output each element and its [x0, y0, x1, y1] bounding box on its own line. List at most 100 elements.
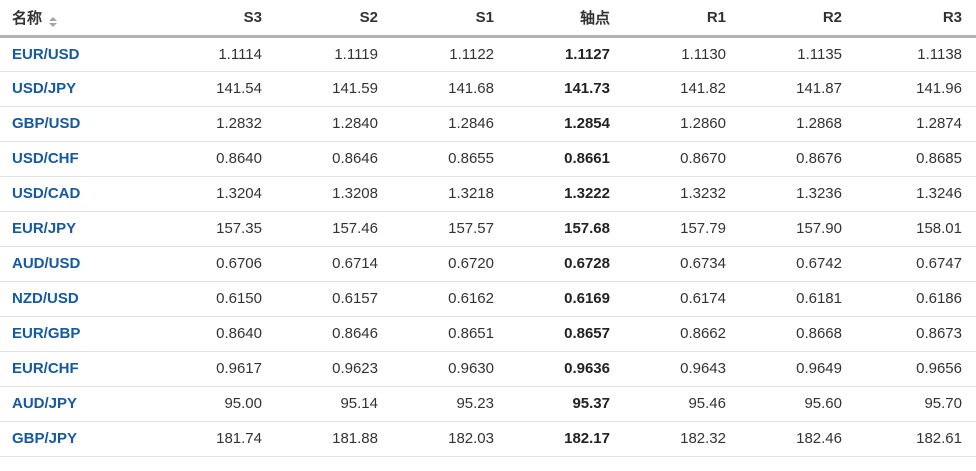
- r3-value-cell: 95.70: [856, 386, 976, 422]
- r3-value-cell: 0.6186: [856, 281, 976, 317]
- pair-link[interactable]: AUD/USD: [12, 255, 81, 272]
- pair-name-cell: USD/CHF: [0, 141, 160, 177]
- s2-value-cell: 1.1119: [276, 36, 392, 72]
- s3-value-cell: 1.1114: [160, 36, 276, 72]
- r1-value-cell: 0.9643: [624, 351, 740, 387]
- pair-name-cell: AUD/USD: [0, 246, 160, 282]
- s1-value-cell: 157.57: [392, 211, 508, 247]
- r3-value-cell: 1.1138: [856, 36, 976, 72]
- pivot-value-cell: 0.8661: [508, 141, 624, 177]
- table-row: NZD/USD 0.6150 0.6157 0.6162 0.6169 0.6174 0.6…: [0, 281, 976, 317]
- pair-name-cell: USD/JPY: [0, 71, 160, 107]
- pair-link[interactable]: EUR/CHF: [12, 360, 79, 377]
- r3-value-cell: 0.9656: [856, 351, 976, 387]
- s3-value-cell: 0.8640: [160, 316, 276, 352]
- s1-value-cell: 182.03: [392, 421, 508, 457]
- table-row: AUD/JPY 95.00 95.14 95.23 95.37 95.46 95.60 95.…: [0, 386, 976, 422]
- s1-value-cell: 0.6162: [392, 281, 508, 317]
- pair-link[interactable]: USD/JPY: [12, 80, 77, 97]
- r1-value-cell: 0.8662: [624, 316, 740, 352]
- pair-link[interactable]: EUR/JPY: [12, 220, 77, 237]
- r2-value-cell: 95.60: [740, 386, 856, 422]
- r3-value-cell: 0.8685: [856, 141, 976, 177]
- r1-value-cell: 95.46: [624, 386, 740, 422]
- pivot-value-cell: 1.1127: [508, 36, 624, 72]
- table-row: GBP/USD 1.2832 1.2840 1.2846 1.2854 1.2860 1.2…: [0, 106, 976, 142]
- sort-down-icon: [49, 22, 58, 27]
- s2-value-cell: 0.6157: [276, 281, 392, 317]
- sort-icon: [49, 16, 58, 27]
- r2-value-cell: 0.8676: [740, 141, 856, 177]
- r3-value-cell: 1.2874: [856, 106, 976, 142]
- s3-value-cell: 0.8640: [160, 141, 276, 177]
- pivot-value-cell: 95.37: [508, 386, 624, 422]
- pivot-value-cell: 182.17: [508, 421, 624, 457]
- r2-value-cell: 1.2868: [740, 106, 856, 142]
- r1-value-cell: 0.8670: [624, 141, 740, 177]
- pair-name-cell: GBP/JPY: [0, 421, 160, 457]
- pair-link[interactable]: USD/CAD: [12, 185, 81, 202]
- r1-value-cell: 182.32: [624, 421, 740, 457]
- r3-value-cell: 0.6747: [856, 246, 976, 282]
- r3-value-cell: 141.96: [856, 71, 976, 107]
- s3-value-cell: 1.3204: [160, 176, 276, 212]
- pair-name-cell: NZD/USD: [0, 281, 160, 317]
- pivot-value-cell: 0.6728: [508, 246, 624, 282]
- pair-link[interactable]: GBP/JPY: [12, 430, 78, 447]
- column-header-name[interactable]: 名称: [0, 0, 160, 38]
- table-row: EUR/USD 1.1114 1.1119 1.1122 1.1127 1.1130 1.1…: [0, 36, 976, 72]
- table-row: EUR/GBP 0.8640 0.8646 0.8651 0.8657 0.8662 0.8…: [0, 316, 976, 352]
- pair-link[interactable]: GBP/USD: [12, 115, 81, 132]
- table-row: AUD/USD 0.6706 0.6714 0.6720 0.6728 0.6734 0.6…: [0, 246, 976, 282]
- column-header-name-label: 名称: [12, 9, 43, 27]
- pair-link[interactable]: NZD/USD: [12, 290, 79, 307]
- r1-value-cell: 1.2860: [624, 106, 740, 142]
- r1-value-cell: 157.79: [624, 211, 740, 247]
- column-header-s1: S1: [392, 0, 508, 38]
- pivot-points-table: 名称 S3 S2 S1 轴点 R1 R2 R3 EUR/USD 1.1114 1.1119 1.1…: [0, 0, 976, 457]
- s2-value-cell: 141.59: [276, 71, 392, 107]
- sort-up-icon: [49, 16, 58, 21]
- pivot-value-cell: 1.3222: [508, 176, 624, 212]
- s3-value-cell: 0.9617: [160, 351, 276, 387]
- r1-value-cell: 0.6734: [624, 246, 740, 282]
- pair-link[interactable]: EUR/GBP: [12, 325, 81, 342]
- s1-value-cell: 141.68: [392, 71, 508, 107]
- s1-value-cell: 0.8651: [392, 316, 508, 352]
- r2-value-cell: 1.3236: [740, 176, 856, 212]
- s1-value-cell: 0.9630: [392, 351, 508, 387]
- r2-value-cell: 0.6742: [740, 246, 856, 282]
- s1-value-cell: 1.3218: [392, 176, 508, 212]
- column-header-s2: S2: [276, 0, 392, 38]
- s1-value-cell: 1.2846: [392, 106, 508, 142]
- pair-link[interactable]: EUR/USD: [12, 45, 80, 63]
- r1-value-cell: 1.3232: [624, 176, 740, 212]
- r3-value-cell: 0.8673: [856, 316, 976, 352]
- s3-value-cell: 0.6150: [160, 281, 276, 317]
- column-header-s3: S3: [160, 0, 276, 38]
- s2-value-cell: 0.6714: [276, 246, 392, 282]
- pair-name-cell: GBP/USD: [0, 106, 160, 142]
- header-row: 名称 S3 S2 S1 轴点 R1 R2 R3: [0, 0, 976, 38]
- s1-value-cell: 0.6720: [392, 246, 508, 282]
- s2-value-cell: 1.3208: [276, 176, 392, 212]
- r1-value-cell: 1.1130: [624, 36, 740, 72]
- pair-link[interactable]: AUD/JPY: [12, 395, 78, 412]
- pair-link[interactable]: USD/CHF: [12, 150, 79, 167]
- s2-value-cell: 0.9623: [276, 351, 392, 387]
- r2-value-cell: 182.46: [740, 421, 856, 457]
- table-row: EUR/JPY 157.35 157.46 157.57 157.68 157.79 157…: [0, 211, 976, 247]
- table-row: USD/CAD 1.3204 1.3208 1.3218 1.3222 1.3232 1.3…: [0, 176, 976, 212]
- s3-value-cell: 157.35: [160, 211, 276, 247]
- table-row: EUR/CHF 0.9617 0.9623 0.9630 0.9636 0.9643 0.9…: [0, 351, 976, 387]
- pivot-value-cell: 1.2854: [508, 106, 624, 142]
- r2-value-cell: 1.1135: [740, 36, 856, 72]
- s3-value-cell: 141.54: [160, 71, 276, 107]
- column-header-r3: R3: [856, 0, 976, 38]
- pair-name-cell: EUR/USD: [0, 36, 160, 72]
- r3-value-cell: 1.3246: [856, 176, 976, 212]
- pivot-value-cell: 0.9636: [508, 351, 624, 387]
- column-header-r2: R2: [740, 0, 856, 38]
- s2-value-cell: 157.46: [276, 211, 392, 247]
